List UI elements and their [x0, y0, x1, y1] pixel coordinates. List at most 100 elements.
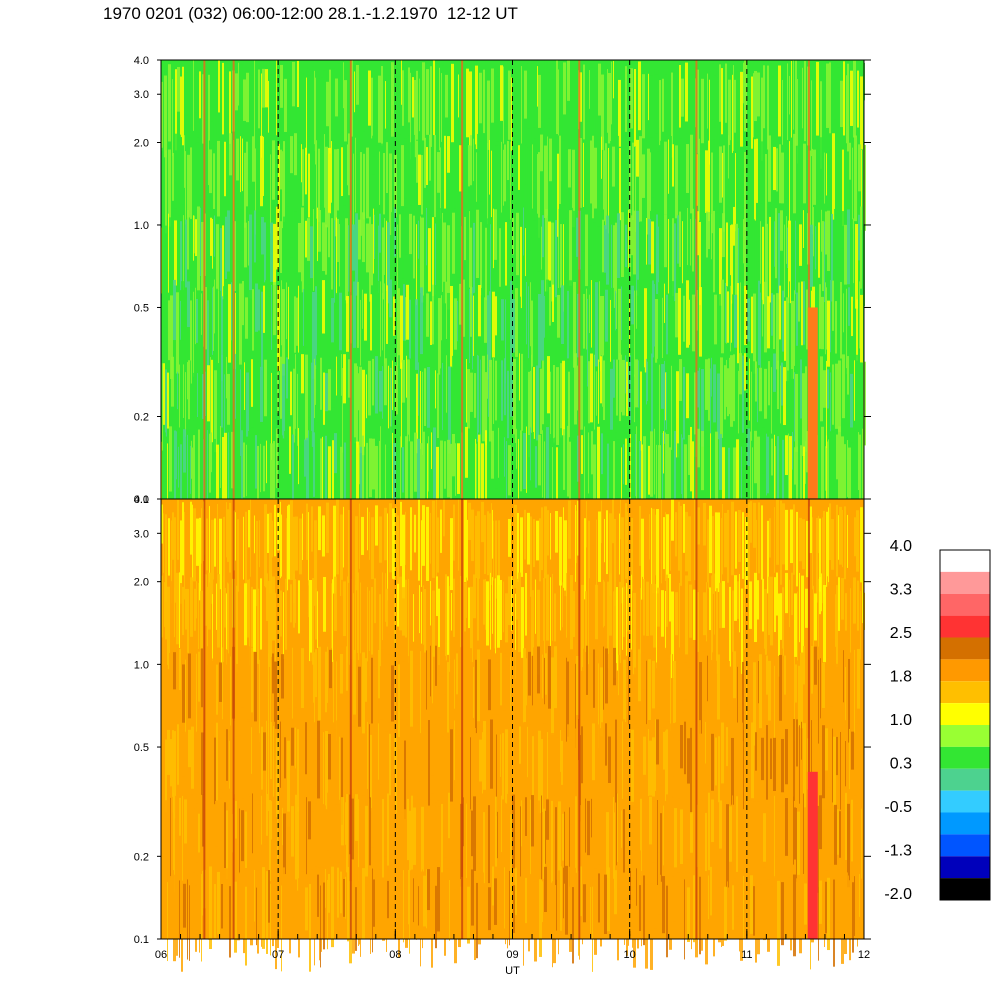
texture-streak: [622, 71, 625, 111]
texture-streak: [477, 649, 480, 722]
texture-streak: [857, 807, 860, 887]
texture-streak: [271, 801, 272, 840]
texture-streak: [206, 429, 207, 475]
texture-streak: [593, 581, 594, 644]
texture-streak: [272, 653, 274, 694]
texture-streak: [650, 152, 651, 211]
texture-streak: [331, 866, 334, 948]
texture-streak: [371, 224, 373, 286]
texture-streak: [356, 154, 359, 229]
texture-streak: [426, 650, 427, 710]
texture-streak: [635, 146, 636, 233]
texture-streak: [229, 133, 232, 176]
texture-streak: [760, 141, 763, 204]
texture-streak: [521, 879, 522, 932]
texture-streak: [373, 879, 375, 927]
texture-streak: [776, 148, 778, 192]
texture-streak: [228, 583, 229, 654]
texture-streak: [772, 220, 774, 285]
texture-streak: [416, 70, 418, 140]
texture-streak: [764, 589, 767, 655]
texture-streak: [606, 215, 609, 285]
texture-streak: [613, 591, 614, 678]
texture-streak: [290, 209, 293, 258]
texture-streak: [575, 504, 576, 582]
texture-streak: [179, 499, 180, 567]
texture-streak: [503, 66, 504, 144]
texture-streak: [725, 282, 726, 343]
texture-streak: [657, 799, 658, 886]
texture-streak: [504, 867, 505, 929]
texture-streak: [750, 501, 752, 543]
texture-streak: [477, 804, 480, 864]
texture-streak: [594, 868, 597, 955]
texture-streak: [364, 293, 367, 341]
texture-streak: [518, 145, 520, 190]
texture-streak: [274, 721, 275, 790]
texture-streak: [225, 67, 226, 127]
texture-streak: [716, 135, 718, 179]
texture-streak: [550, 513, 551, 560]
colorbar-swatch: [940, 768, 990, 791]
texture-streak: [411, 290, 412, 365]
texture-streak: [195, 362, 196, 415]
texture-streak: [544, 366, 546, 419]
texture-streak: [624, 427, 625, 490]
texture-streak: [683, 578, 684, 663]
texture-streak: [610, 141, 612, 187]
texture-streak: [662, 227, 663, 264]
texture-streak: [510, 868, 512, 939]
texture-streak: [651, 353, 653, 434]
texture-streak: [389, 503, 392, 573]
texture-streak: [704, 70, 707, 111]
texture-streak: [277, 286, 280, 371]
texture-streak: [850, 70, 853, 126]
texture-streak: [544, 866, 547, 912]
texture-streak: [623, 586, 625, 637]
texture-streak: [334, 220, 335, 303]
texture-streak: [726, 286, 727, 344]
texture-streak: [618, 79, 621, 147]
texture-streak: [722, 503, 723, 575]
texture-streak: [650, 583, 653, 636]
texture-streak: [600, 211, 602, 257]
texture-streak: [556, 593, 559, 675]
texture-streak: [650, 883, 653, 970]
texture-streak: [822, 809, 825, 867]
texture-streak: [196, 803, 198, 863]
texture-streak: [777, 880, 780, 966]
texture-streak: [546, 427, 549, 511]
texture-streak: [599, 582, 602, 645]
texture-streak: [278, 813, 281, 855]
texture-streak: [566, 573, 567, 638]
texture-streak: [338, 63, 341, 114]
texture-streak: [750, 291, 751, 367]
texture-streak: [782, 290, 784, 352]
texture-streak: [243, 442, 245, 498]
texture-streak: [727, 291, 729, 343]
texture-streak: [735, 368, 738, 452]
texture-streak: [216, 444, 219, 517]
texture-streak: [348, 722, 351, 770]
texture-streak: [658, 793, 660, 853]
texture-streak: [646, 218, 647, 265]
texture-streak: [325, 435, 327, 499]
texture-streak: [281, 654, 284, 699]
texture-streak: [167, 882, 168, 962]
texture-streak: [325, 146, 328, 228]
texture-streak: [412, 516, 414, 588]
texture-streak: [512, 299, 515, 353]
texture-streak: [489, 513, 491, 601]
texture-streak: [632, 436, 634, 513]
texture-streak: [505, 871, 506, 945]
texture-streak: [370, 734, 372, 812]
texture-streak: [188, 65, 191, 138]
texture-streak: [454, 298, 457, 350]
texture-streak: [820, 658, 821, 719]
texture-streak: [569, 807, 570, 887]
texture-streak: [853, 218, 854, 301]
texture-streak: [732, 590, 734, 652]
texture-streak: [679, 359, 682, 401]
texture-streak: [818, 887, 819, 961]
texture-streak: [734, 294, 737, 348]
